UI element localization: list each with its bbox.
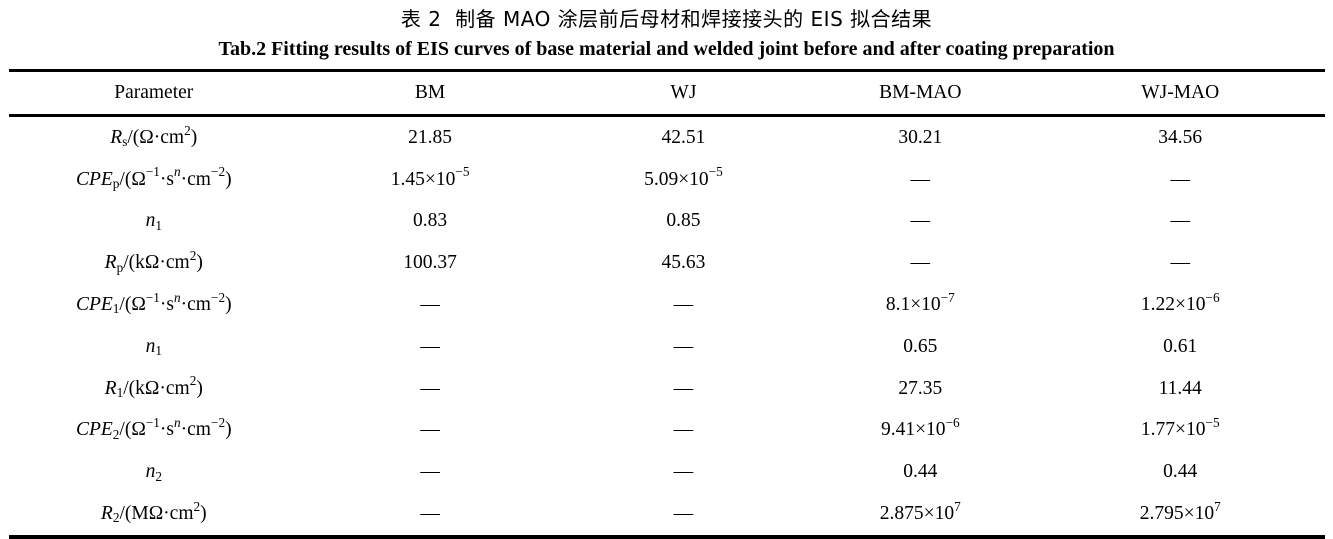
- wj-value-cell: 42.51: [661, 126, 706, 148]
- bm-mao-value-cell: 8.1×10−7: [885, 289, 955, 316]
- table-row: R1/(kΩ·cm2) — — 27.35 11.44: [9, 368, 1325, 410]
- wj-value-cell: —: [673, 461, 694, 483]
- parameter-cell: n1: [145, 210, 162, 233]
- table-caption-chinese: 表 2 制备 MAO 涂层前后母材和焊接接头的 EIS 拟合结果: [400, 7, 933, 31]
- bm-value-cell: —: [420, 294, 440, 316]
- wj-value-cell: —: [673, 335, 694, 357]
- bm-mao-value-cell: 2.875×107: [879, 498, 961, 525]
- table-row: n1 0.83 0.85 — —: [9, 201, 1325, 243]
- bm-mao-value-cell: 9.41×10−6: [880, 415, 960, 441]
- bm-value-cell: —: [420, 377, 440, 399]
- bm-value-cell: 1.45×10−5: [390, 164, 470, 190]
- wj-value-cell: 0.85: [666, 210, 701, 232]
- table-header-row: Parameter BM WJ BM-MAO WJ-MAO: [9, 71, 1325, 116]
- table-row: CPEp/(Ω−1·sn·cm−2) 1.45×10−5 5.09×10−5 —…: [9, 159, 1325, 201]
- wj-mao-value-cell: —: [1170, 210, 1190, 232]
- bm-value-cell: 100.37: [403, 252, 457, 274]
- parameter-cell: n2: [145, 461, 162, 484]
- table-row: CPE1/(Ω−1·sn·cm−2) — — 8.1×10−7 1.22×10−…: [9, 284, 1325, 326]
- bm-mao-value-cell: —: [910, 168, 931, 190]
- column-header-parameter: Parameter: [114, 82, 194, 103]
- bm-value-cell: —: [420, 419, 440, 441]
- wj-mao-value-cell: 0.44: [1163, 461, 1198, 483]
- bm-mao-value-cell: 30.21: [898, 126, 943, 148]
- wj-mao-value-cell: 1.22×10−6: [1140, 289, 1220, 316]
- table-row: Rs/(Ω·cm2) 21.85 42.51 30.21 34.56: [9, 116, 1325, 159]
- bm-mao-value-cell: —: [910, 252, 931, 274]
- table-row: R2/(MΩ·cm2) — — 2.875×107 2.795×107: [9, 493, 1325, 537]
- wj-value-cell: —: [673, 419, 694, 441]
- parameter-cell: R2/(MΩ·cm2): [100, 498, 207, 526]
- bm-mao-value-cell: 0.44: [903, 461, 938, 483]
- column-header-bm: BM: [414, 82, 446, 103]
- wj-value-cell: 45.63: [661, 252, 706, 274]
- parameter-cell: Rs/(Ω·cm2): [110, 122, 198, 150]
- table-row: CPE2/(Ω−1·sn·cm−2) — — 9.41×10−6 1.77×10…: [9, 410, 1325, 452]
- bm-value-cell: 0.83: [413, 210, 448, 232]
- bm-value-cell: —: [420, 461, 440, 483]
- bm-mao-value-cell: 0.65: [903, 335, 938, 357]
- bm-value-cell: —: [420, 503, 440, 525]
- wj-mao-value-cell: —: [1170, 168, 1190, 190]
- table-row: n2 — — 0.44 0.44: [9, 451, 1325, 493]
- wj-mao-value-cell: —: [1170, 252, 1190, 274]
- wj-mao-value-cell: 0.61: [1163, 335, 1198, 357]
- eis-fitting-results-table: Parameter BM WJ BM-MAO WJ-MAO Rs/(Ω·cm2)…: [9, 69, 1325, 539]
- wj-mao-value-cell: 1.77×10−5: [1140, 415, 1220, 441]
- bm-mao-value-cell: 27.35: [898, 377, 943, 399]
- bm-value-cell: —: [420, 335, 440, 357]
- parameter-cell: Rp/(kΩ·cm2): [104, 248, 203, 275]
- column-header-bm-mao: BM-MAO: [879, 82, 962, 103]
- table-row: Rp/(kΩ·cm2) 100.37 45.63 — —: [9, 242, 1325, 284]
- parameter-cell: CPE1/(Ω−1·sn·cm−2): [75, 289, 232, 317]
- column-header-wj: WJ: [670, 82, 697, 103]
- wj-value-cell: 5.09×10−5: [644, 164, 723, 190]
- table-row: n1 — — 0.65 0.61: [9, 326, 1325, 368]
- parameter-cell: CPE2/(Ω−1·sn·cm−2): [75, 415, 232, 442]
- wj-value-cell: —: [673, 294, 694, 316]
- wj-value-cell: —: [673, 503, 694, 525]
- column-header-wj-mao: WJ-MAO: [1141, 82, 1220, 103]
- table-caption-english: Tab.2 Fitting results of EIS curves of b…: [218, 38, 1115, 60]
- wj-mao-value-cell: 34.56: [1158, 126, 1203, 148]
- parameter-cell: R1/(kΩ·cm2): [104, 373, 203, 400]
- parameter-cell: n1: [145, 335, 162, 359]
- bm-mao-value-cell: —: [910, 210, 931, 232]
- parameter-cell: CPEp/(Ω−1·sn·cm−2): [75, 164, 232, 191]
- bm-value-cell: 21.85: [408, 126, 453, 148]
- wj-mao-value-cell: 2.795×107: [1139, 498, 1221, 525]
- wj-value-cell: —: [673, 377, 694, 399]
- wj-mao-value-cell: 11.44: [1158, 377, 1202, 399]
